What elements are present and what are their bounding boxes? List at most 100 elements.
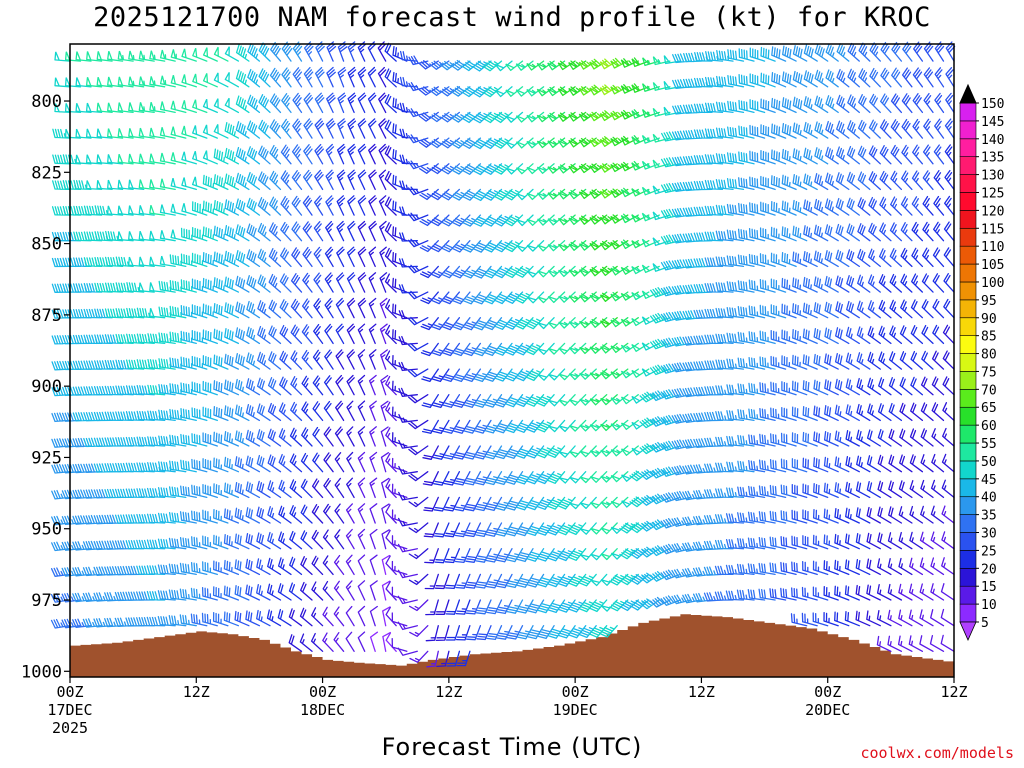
wind-barb [823, 560, 839, 576]
wind-barb [726, 358, 745, 370]
wind-barb [202, 380, 218, 396]
x-tick-label: 00Z [56, 683, 83, 701]
wind-barb [325, 169, 334, 191]
wind-barb [835, 172, 850, 191]
wind-barb [802, 328, 818, 345]
wind-barb [149, 101, 166, 114]
wind-barb [834, 378, 850, 396]
wind-barb [181, 74, 197, 88]
wind-barb [868, 119, 881, 139]
wind-barb [117, 102, 134, 114]
wind-barb [213, 98, 229, 114]
wind-barb [213, 148, 229, 165]
wind-barb [256, 403, 271, 422]
wind-barb [693, 335, 713, 345]
wind-barb [931, 350, 945, 370]
wind-barb [855, 610, 871, 627]
wind-barb [146, 590, 166, 601]
wind-barb [589, 291, 608, 303]
wind-barb [424, 573, 439, 590]
wind-barb [505, 86, 524, 97]
colorbar-label: 135 [981, 151, 1004, 166]
wind-barb [738, 177, 755, 191]
wind-barb [72, 489, 92, 500]
wind-barb [855, 507, 871, 524]
wind-barb [431, 342, 450, 357]
wind-barb [747, 563, 766, 576]
wind-barb [256, 609, 271, 627]
wind-barb [381, 580, 391, 601]
wind-barb [748, 460, 766, 473]
wind-barb [397, 621, 418, 631]
wind-barb [278, 428, 292, 447]
wind-barb [802, 405, 818, 422]
wind-barb [737, 280, 755, 293]
wind-barb [125, 565, 145, 576]
wind-barb [610, 57, 629, 69]
wind-barb [292, 118, 303, 139]
wind-barb [704, 334, 724, 345]
wind-barb [899, 454, 913, 473]
wind-barb [485, 548, 503, 563]
wind-barb [537, 573, 555, 588]
wind-barb [346, 349, 355, 370]
wind-barb [278, 531, 292, 550]
wind-barb [792, 225, 808, 242]
credit-link[interactable]: coolwx.com/models [860, 744, 1014, 762]
wind-barb [104, 488, 124, 499]
wind-barb [631, 368, 650, 378]
wind-barb [246, 300, 261, 319]
wind-barb [868, 222, 881, 242]
wind-barb [858, 42, 871, 62]
wind-barb [758, 536, 776, 550]
wind-barb [258, 145, 271, 165]
wind-barb [435, 599, 450, 615]
wind-barb [399, 50, 418, 62]
wind-barb [943, 298, 955, 319]
wind-barb [703, 540, 724, 551]
wind-barb [213, 251, 229, 268]
wind-barb [157, 615, 176, 627]
colorbar-swatch [959, 550, 977, 569]
wind-barb [368, 374, 377, 396]
wind-barb [922, 247, 934, 268]
wind-barb [75, 103, 92, 114]
wind-barb [515, 496, 534, 511]
wind-barb [257, 171, 271, 191]
wind-barb [258, 42, 271, 62]
wind-barb [138, 205, 155, 216]
wind-barb [54, 77, 71, 88]
colorbar-swatch [959, 227, 977, 247]
wind-barb [922, 221, 934, 242]
wind-barb [429, 137, 450, 149]
wind-barb [345, 580, 355, 601]
wind-barb [933, 221, 945, 242]
wind-barb [429, 111, 450, 123]
colorbar-label: 120 [981, 204, 1004, 219]
wind-barb [51, 257, 71, 268]
wind-barb [169, 357, 187, 370]
wind-barb [369, 477, 378, 499]
wind-barb [726, 178, 745, 191]
wind-barb [771, 97, 787, 114]
wind-barb [202, 406, 218, 422]
wind-barb [147, 358, 166, 370]
wind-barb [191, 176, 208, 191]
wind-barb [126, 282, 145, 293]
wind-barb [146, 539, 166, 550]
wind-barb [802, 483, 818, 499]
wind-barb [726, 281, 745, 293]
wind-barb [600, 342, 618, 354]
wind-barb [324, 349, 334, 370]
wind-barb [589, 58, 608, 70]
wind-barb [921, 324, 934, 345]
wind-barb [268, 222, 282, 242]
wind-barb [505, 496, 524, 511]
wind-barb [234, 430, 250, 447]
wind-barb [759, 304, 776, 319]
wind-barb [682, 387, 703, 398]
wind-barb [337, 118, 346, 139]
wind-barb [190, 561, 208, 576]
wind-barb [357, 426, 366, 447]
wind-barb [224, 199, 240, 216]
